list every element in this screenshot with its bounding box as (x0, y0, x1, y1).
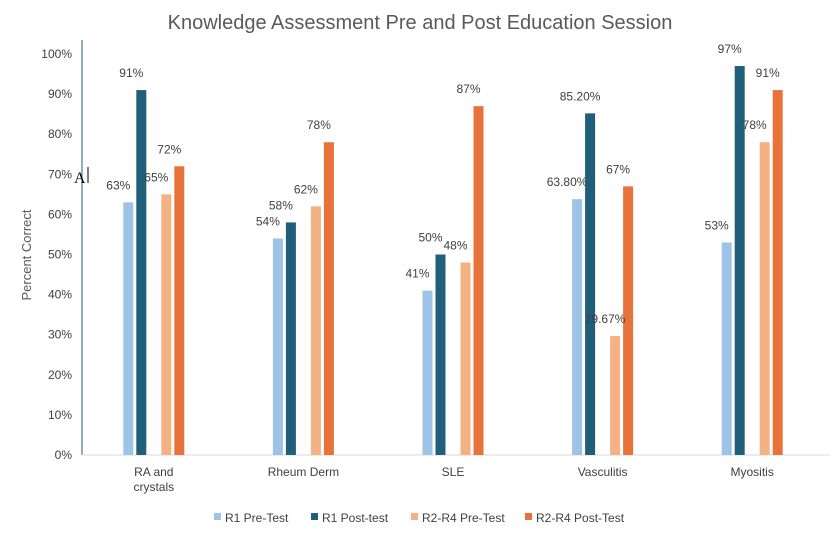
legend-label: R1 Pre-Test (225, 511, 289, 525)
bar (610, 336, 621, 455)
legend-swatch (311, 513, 318, 520)
y-tick-label: 60% (48, 207, 72, 221)
bar-data-label: 91% (119, 66, 143, 80)
bar (473, 106, 484, 455)
y-tick-label: 30% (48, 328, 72, 342)
y-tick-label: 70% (48, 167, 72, 181)
x-tick-label: crystals (133, 480, 174, 494)
legend-swatch (214, 513, 221, 520)
bar-data-label: 53% (705, 218, 729, 232)
bar (734, 66, 745, 455)
bar (572, 199, 583, 455)
bars (123, 66, 783, 456)
legend-label: R2-R4 Post-Test (536, 511, 625, 525)
bar-data-label: 67% (606, 162, 630, 176)
bar-data-label: 97% (718, 42, 742, 56)
bar (623, 186, 634, 455)
y-tick-label: 20% (48, 368, 72, 382)
y-tick-label: 50% (48, 248, 72, 262)
bar-data-label: 58% (269, 198, 293, 212)
y-tick-label: 90% (48, 87, 72, 101)
legend-swatch (411, 513, 418, 520)
bar (435, 254, 446, 455)
bar (460, 262, 471, 455)
bar (161, 194, 172, 455)
bar-data-label: 72% (157, 142, 181, 156)
bar-data-label: 63.80% (547, 175, 588, 189)
bar (174, 166, 185, 455)
bar-labels: 63% 54% 41% 63.80% 53% 91% 58% 50% 85.20% 97% 65% 6… (106, 42, 780, 326)
bar-data-label: 41% (405, 267, 429, 281)
y-ticks: 0% 10% 20% 30% 40% 50% 60% 70% 80% 90% 100% (41, 47, 72, 462)
bar (285, 222, 296, 455)
x-tick-label: SLE (442, 465, 465, 479)
bar (772, 90, 783, 455)
legend-label: R1 Post-test (322, 511, 389, 525)
bar (721, 242, 732, 455)
bar-data-label: 85.20% (560, 89, 601, 103)
x-tick-label: RA and (134, 465, 173, 479)
bar (422, 290, 433, 455)
y-tick-label: 40% (48, 288, 72, 302)
y-tick-label: 80% (48, 127, 72, 141)
x-tick-label: Rheum Derm (268, 465, 339, 479)
bar (272, 238, 283, 455)
y-axis-label: Percent Correct (19, 209, 34, 300)
bar-data-label: 78% (743, 118, 767, 132)
legend-label: R2-R4 Pre-Test (422, 511, 505, 525)
bar-data-label: 91% (756, 66, 780, 80)
bar-data-label: 48% (443, 239, 467, 253)
bar (323, 142, 334, 455)
legend: R1 Pre-Test R1 Post-test R2-R4 Pre-Test R2-… (214, 511, 625, 525)
bar (136, 90, 147, 455)
legend-swatch (525, 513, 532, 520)
x-tick-label: Vasculitis (578, 465, 628, 479)
annotation-letter: A (74, 170, 86, 187)
y-tick-label: 0% (55, 448, 73, 462)
x-tick-label: Myositis (731, 465, 774, 479)
bar-data-label: 62% (294, 182, 318, 196)
bar (759, 142, 770, 455)
bar (310, 206, 321, 455)
chart-title: Knowledge Assessment Pre and Post Educat… (168, 12, 673, 34)
y-tick-label: 10% (48, 408, 72, 422)
bar-data-label: 65% (144, 170, 168, 184)
y-tick-label: 100% (41, 47, 72, 61)
bar-data-label: 87% (456, 82, 480, 96)
bar-data-label: 29.67% (585, 312, 626, 326)
bar (123, 202, 134, 455)
bar-data-label: 63% (106, 178, 130, 192)
bar-data-label: 50% (418, 231, 442, 245)
bar-data-label: 54% (256, 214, 280, 228)
bar (585, 113, 596, 456)
bar-data-label: 78% (307, 118, 331, 132)
